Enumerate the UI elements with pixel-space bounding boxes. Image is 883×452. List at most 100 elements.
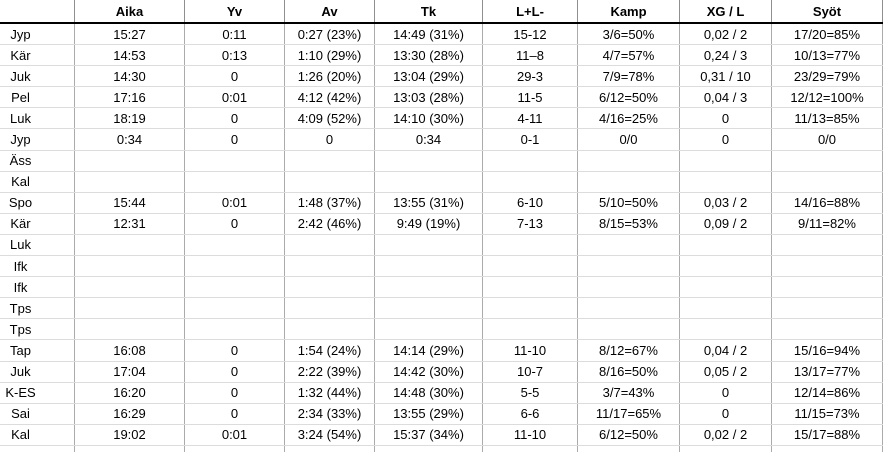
cell[interactable]: 0/0	[578, 129, 680, 150]
cell[interactable]: 5/10=50%	[578, 192, 680, 213]
cell[interactable]	[483, 256, 578, 277]
cell[interactable]: 14:30	[75, 66, 185, 87]
cell[interactable]: 0:01	[185, 424, 285, 445]
cell[interactable]: 16:20	[75, 382, 185, 403]
cell[interactable]	[375, 256, 483, 277]
cell[interactable]: 6-10	[483, 192, 578, 213]
cell[interactable]: 0	[680, 382, 772, 403]
cell[interactable]	[375, 277, 483, 298]
cell[interactable]	[772, 150, 883, 171]
cell[interactable]	[75, 171, 185, 192]
cell[interactable]	[75, 298, 185, 319]
row-label[interactable]: Juk	[0, 66, 75, 87]
row-label[interactable]: Kär	[0, 45, 75, 66]
cell[interactable]: 2:34 (33%)	[285, 403, 375, 424]
cell[interactable]: 11–8	[483, 45, 578, 66]
cell[interactable]: 15:44	[75, 192, 185, 213]
cell[interactable]	[285, 171, 375, 192]
column-header-sy-t[interactable]: Syöt	[772, 0, 883, 22]
cell[interactable]: 15-12	[483, 24, 578, 45]
cell[interactable]: 6/12=50%	[578, 424, 680, 445]
cell[interactable]	[578, 234, 680, 256]
cell[interactable]: 0:34	[375, 129, 483, 150]
cell[interactable]	[578, 445, 680, 452]
cell[interactable]: 13:30 (28%)	[375, 45, 483, 66]
cell[interactable]: 9/11=82%	[772, 213, 883, 234]
cell[interactable]: 0	[680, 403, 772, 424]
cell[interactable]: 11/13=85%	[772, 108, 883, 129]
cell[interactable]	[285, 256, 375, 277]
cell[interactable]	[772, 319, 883, 340]
cell[interactable]: 12:31	[75, 213, 185, 234]
row-label[interactable]: Kal	[0, 171, 75, 192]
cell[interactable]: 6-6	[483, 403, 578, 424]
cell[interactable]: 0,31 / 10	[680, 66, 772, 87]
cell[interactable]	[375, 319, 483, 340]
cell[interactable]: 14:42 (30%)	[375, 361, 483, 382]
cell[interactable]	[483, 234, 578, 256]
cell[interactable]	[0, 445, 75, 452]
cell[interactable]: 2:42 (46%)	[285, 213, 375, 234]
cell[interactable]	[185, 234, 285, 256]
cell[interactable]: 15/16=94%	[772, 340, 883, 361]
cell[interactable]: 3:24 (54%)	[285, 424, 375, 445]
cell[interactable]: 0,09 / 2	[680, 213, 772, 234]
column-header-av[interactable]: Av	[285, 0, 375, 22]
cell[interactable]	[185, 171, 285, 192]
cell[interactable]: 4/7=57%	[578, 45, 680, 66]
cell[interactable]: 2:22 (39%)	[285, 361, 375, 382]
column-header-l-l[interactable]: L+L-	[483, 0, 578, 22]
cell[interactable]: 1:26 (20%)	[285, 66, 375, 87]
cell[interactable]	[185, 319, 285, 340]
cell[interactable]: 0	[185, 403, 285, 424]
cell[interactable]	[772, 171, 883, 192]
cell[interactable]: 15:37 (34%)	[375, 424, 483, 445]
cell[interactable]: 0,05 / 2	[680, 361, 772, 382]
cell[interactable]: 14/16=88%	[772, 192, 883, 213]
row-label[interactable]: Juk	[0, 361, 75, 382]
cell[interactable]: 14:49 (31%)	[375, 24, 483, 45]
cell[interactable]	[185, 256, 285, 277]
cell[interactable]	[375, 298, 483, 319]
cell[interactable]	[680, 298, 772, 319]
cell[interactable]	[375, 150, 483, 171]
cell[interactable]	[285, 277, 375, 298]
cell[interactable]	[285, 150, 375, 171]
row-label[interactable]: Kär	[0, 213, 75, 234]
cell[interactable]: 1:54 (24%)	[285, 340, 375, 361]
cell[interactable]	[483, 319, 578, 340]
row-label[interactable]: Tps	[0, 319, 75, 340]
cell[interactable]: 0-1	[483, 129, 578, 150]
cell[interactable]	[185, 445, 285, 452]
cell[interactable]: 6/12=50%	[578, 87, 680, 108]
cell[interactable]: 7-13	[483, 213, 578, 234]
cell[interactable]: 29-3	[483, 66, 578, 87]
cell[interactable]: 8/16=50%	[578, 361, 680, 382]
corner-header-cell[interactable]	[0, 0, 75, 22]
row-label[interactable]: Ifk	[0, 277, 75, 298]
cell[interactable]	[375, 445, 483, 452]
cell[interactable]: 3/6=50%	[578, 24, 680, 45]
cell[interactable]	[578, 150, 680, 171]
cell[interactable]: 13/17=77%	[772, 361, 883, 382]
cell[interactable]: 0	[285, 129, 375, 150]
row-label[interactable]: Äss	[0, 150, 75, 171]
cell[interactable]: 11-5	[483, 87, 578, 108]
cell[interactable]	[772, 234, 883, 256]
cell[interactable]: 0	[185, 108, 285, 129]
row-label[interactable]: Jyp	[0, 24, 75, 45]
cell[interactable]	[680, 445, 772, 452]
cell[interactable]: 0,03 / 2	[680, 192, 772, 213]
cell[interactable]	[578, 256, 680, 277]
row-label[interactable]: Pel	[0, 87, 75, 108]
cell[interactable]: 4:09 (52%)	[285, 108, 375, 129]
cell[interactable]: 3/7=43%	[578, 382, 680, 403]
cell[interactable]: 16:29	[75, 403, 185, 424]
cell[interactable]: 0:13	[185, 45, 285, 66]
cell[interactable]: 0	[680, 108, 772, 129]
row-label[interactable]: Luk	[0, 234, 75, 256]
column-header-aika[interactable]: Aika	[75, 0, 185, 22]
cell[interactable]: 0,02 / 2	[680, 424, 772, 445]
cell[interactable]: 18:19	[75, 108, 185, 129]
cell[interactable]: 0/0	[772, 129, 883, 150]
